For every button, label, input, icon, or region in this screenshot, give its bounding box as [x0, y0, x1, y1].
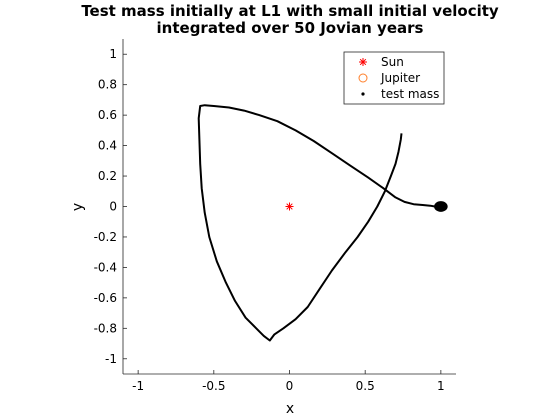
y-tick-label: 0.6	[98, 108, 117, 122]
x-tick-label: 1	[437, 379, 445, 393]
x-axis-label: x	[286, 401, 294, 417]
chart-title-line-1: Test mass initially at L1 with small ini…	[81, 2, 499, 20]
legend-label-test-mass: test mass	[381, 87, 439, 101]
y-tick-label: -1	[105, 352, 117, 366]
y-tick-label: -0.2	[94, 230, 117, 244]
chart-title-line-2: integrated over 50 Jovian years	[157, 19, 424, 37]
x-tick-label: -1	[132, 379, 144, 393]
legend-item-test-mass: test mass	[361, 87, 439, 101]
x-tick-label: 0	[286, 379, 294, 393]
y-tick-label: -0.6	[94, 291, 117, 305]
x-axis: -1 -0.5 0 0.5 1	[123, 370, 456, 393]
dot-marker-icon	[361, 92, 365, 96]
legend-item-jupiter: Jupiter	[358, 71, 420, 85]
test-mass-cluster	[434, 201, 448, 212]
y-tick-label: -0.4	[94, 260, 117, 274]
legend-label-sun: Sun	[381, 55, 404, 69]
legend-box	[343, 51, 445, 105]
plot-area	[197, 104, 448, 342]
y-tick-label: -0.8	[94, 321, 117, 335]
y-tick-label: 0.4	[98, 139, 117, 153]
y-tick-label: 1	[109, 47, 117, 61]
asterisk-stroke	[359, 58, 367, 66]
y-tick-label: 0.8	[98, 78, 117, 92]
sun-marker	[285, 202, 294, 211]
circle-marker-icon	[358, 73, 368, 83]
asterisk-stroke	[286, 203, 293, 210]
y-tick-label: 0.2	[98, 169, 117, 183]
test-mass-trajectory	[197, 104, 440, 342]
legend-sun-asterisk	[359, 58, 367, 66]
y-axis: -1 -0.8 -0.6 -0.4 -0.2 0 0.2 0.4 0.6 0.8 1	[94, 39, 127, 374]
x-tick-label: 0.5	[356, 379, 375, 393]
legend-item-sun: Sun	[359, 55, 404, 69]
legend-label-jupiter: Jupiter	[380, 71, 420, 85]
y-tick-label: 0	[109, 200, 117, 214]
asterisk-icon	[359, 58, 367, 66]
y-axis-label: y	[70, 203, 86, 211]
legend: Sun Jupiter test mass	[343, 51, 445, 105]
x-tick-label: -0.5	[202, 379, 225, 393]
